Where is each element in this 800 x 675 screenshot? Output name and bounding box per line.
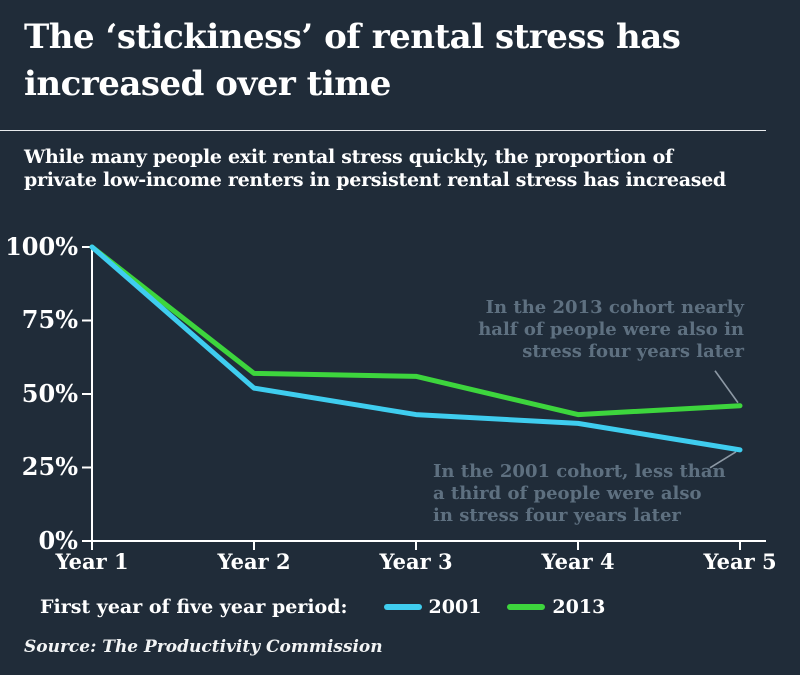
x-axis-label-year1: Year 1	[55, 549, 129, 574]
x-axis-label-year4: Year 4	[541, 549, 615, 574]
y-axis-label-50: 50%	[21, 379, 78, 408]
y-axis-label-75: 75%	[21, 305, 78, 334]
annotation-2013-cohort: In the 2013 cohort nearly half of people…	[478, 297, 744, 363]
legend-label: First year of five year period:	[40, 596, 348, 618]
x-axis-label-year5: Year 5	[703, 549, 777, 574]
page-title-line-1: The ‘stickiness’ of rental stress has	[24, 17, 681, 57]
page-title-line-2: increased over time	[24, 64, 391, 104]
source-attribution: Source: The Productivity Commission	[24, 637, 383, 657]
annotation-2001-line-3: in stress four years later	[433, 505, 681, 526]
y-axis-label-25: 25%	[21, 452, 78, 481]
header-divider	[0, 130, 766, 131]
legend-swatch-2013	[507, 604, 546, 610]
legend-item-2013: 2013	[507, 594, 605, 620]
legend-item-2013-label: 2013	[552, 596, 606, 618]
annotation-2013-line-2: half of people were also in	[478, 319, 744, 340]
x-axis-label-year3: Year 3	[379, 549, 453, 574]
annotation-2001-line-1: In the 2001 cohort, less than	[433, 461, 726, 482]
annotation-2013-line-1: In the 2013 cohort nearly	[485, 297, 744, 318]
y-axis-label-0: 0%	[38, 526, 78, 555]
page-title: The ‘stickiness’ of rental stress has in…	[24, 14, 784, 108]
chart-subtitle: While many people exit rental stress qui…	[24, 146, 784, 192]
chart-subtitle-line-2: private low-income renters in persistent…	[24, 169, 726, 191]
chart-subtitle-line-1: While many people exit rental stress qui…	[24, 146, 673, 168]
annotation-2013-line-3: stress four years later	[522, 341, 744, 362]
x-axis-label-year2: Year 2	[217, 549, 291, 574]
annotation-2001-line-2: a third of people were also	[433, 483, 702, 504]
series-line-2013	[89, 244, 743, 418]
legend-item-2001: 2001	[383, 594, 482, 620]
series-line-2001	[89, 244, 743, 453]
leader-line-2013	[714, 370, 739, 404]
chart-legend: First year of five year period: 2001 201…	[40, 594, 605, 620]
legend-swatch-2001	[383, 604, 422, 610]
y-axis-label-100: 100%	[5, 232, 78, 261]
legend-item-2001-label: 2001	[428, 596, 482, 618]
annotation-2001-cohort: In the 2001 cohort, less than a third of…	[433, 461, 726, 527]
leader-line-2001	[709, 451, 737, 469]
